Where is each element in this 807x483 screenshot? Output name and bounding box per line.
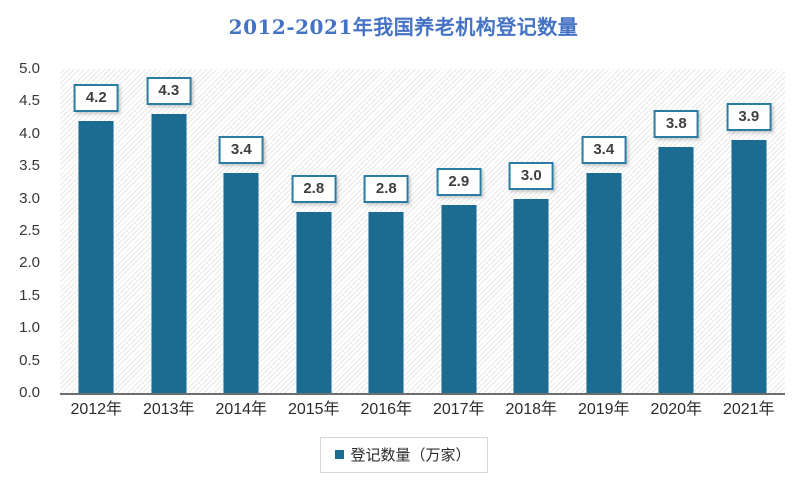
x-tick-label: 2015年 [287,401,340,418]
bar [78,120,115,393]
bar [150,114,187,393]
value-label-box: 3.8 [653,109,699,138]
x-tick-label: 2013年 [142,401,195,418]
y-tick-label: 3.5 [19,157,40,175]
bar-slot: 3.4 [205,69,278,393]
bar [223,172,260,393]
value-label-box: 2.8 [363,174,409,203]
y-tick-label: 0.5 [19,351,40,369]
value-label-box: 3.4 [218,135,264,164]
bar [295,211,332,393]
y-tick-label: 0.0 [19,384,40,401]
bar [440,205,477,393]
bar [585,172,622,393]
x-tick-label: 2017年 [432,401,485,418]
bar [730,140,767,393]
x-tick-label: 2019年 [577,401,630,418]
bar-slot: 3.8 [640,69,713,393]
x-tick-label: 2012年 [70,401,123,418]
value-label-box: 3.4 [581,135,627,164]
value-label-box: 4.2 [73,83,119,112]
y-tick-label: 1.5 [19,286,40,304]
y-tick-label: 2.5 [19,222,40,239]
y-tick-label: 5.0 [19,60,40,77]
x-tick-label: 2020年 [650,401,703,418]
x-tick-label: 2018年 [505,401,558,418]
value-label-box: 2.8 [291,174,337,203]
plot-area: 4.2 4.3 3.4 2.8 2.8 2.9 3.0 3.4 3.8 3.9 [60,69,785,395]
y-tick-label: 4.5 [19,92,40,110]
value-label-box: 3.9 [726,103,772,132]
chart-title: 2012-2021年我国养老机构登记数量 [228,15,579,39]
bar-slot: 3.9 [713,69,786,393]
value-label-box: 4.3 [146,77,192,106]
y-axis: 5.0 4.5 4.0 3.5 3.0 2.5 2.0 1.5 1.0 0.5 0.0 [0,60,50,401]
x-tick-label: 2021年 [722,401,775,418]
bar-slot: 3.0 [495,69,568,393]
x-axis: 2012年 2013年 2014年 2015年 2016年 2017年 2018年 2019年… [60,399,785,423]
bar-slot: 4.3 [133,69,206,393]
bar-slot: 4.2 [60,69,133,393]
bar-slot: 2.8 [278,69,351,393]
legend-label: 登记数量（万家） [350,447,471,464]
legend-swatch-icon [334,450,344,459]
y-tick-label: 3.0 [19,189,40,207]
bar-slot: 2.9 [423,69,496,393]
bar [658,146,695,393]
bar-slot: 3.4 [568,69,641,393]
y-tick-label: 4.0 [19,124,40,142]
bar [368,211,405,393]
x-tick-label: 2016年 [360,401,413,418]
y-tick-label: 1.0 [19,319,40,337]
y-tick-label: 2.0 [19,254,40,272]
bar-slot: 2.8 [350,69,423,393]
bar [513,198,550,393]
value-label-box: 3.0 [508,161,554,190]
x-tick-label: 2014年 [215,401,268,418]
value-label-box: 2.9 [436,168,482,197]
legend: 登记数量（万家） [319,437,488,473]
